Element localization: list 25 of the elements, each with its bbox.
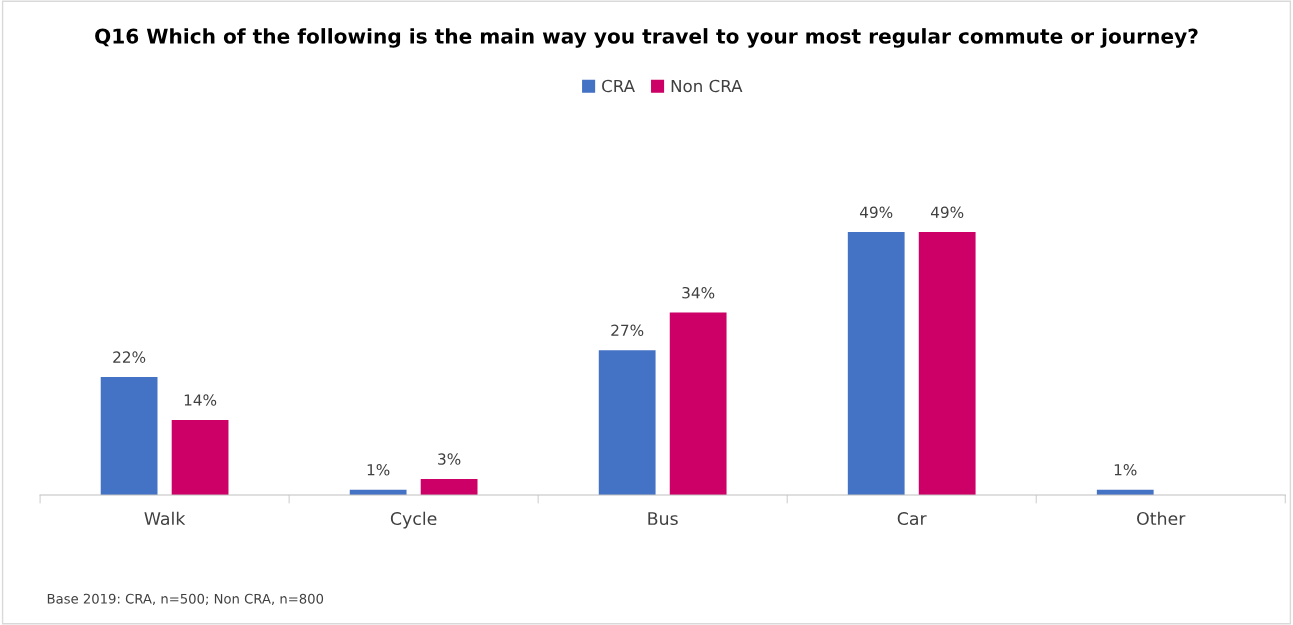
x-tick-label: Other [1137, 511, 1186, 526]
bar [918, 232, 976, 495]
bar [847, 232, 905, 495]
data-label: 27% [611, 324, 644, 337]
bar [100, 376, 158, 495]
data-label: 3% [438, 453, 461, 465]
x-tick-label: Car [897, 511, 927, 526]
data-label: 22% [113, 351, 146, 363]
data-label: 34% [682, 286, 715, 299]
bar [598, 350, 656, 495]
bar [420, 478, 478, 495]
legend-label: Non CRA [671, 79, 743, 93]
legend-label: CRA [602, 79, 635, 93]
x-tick-label: Cycle [390, 511, 437, 529]
data-label: 49% [930, 206, 964, 219]
chart-title: Q16 Which of the following is the main way you travel to your most regular commute or journey? [95, 28, 1198, 48]
x-tick-label: Walk [144, 511, 186, 526]
data-label: 49% [859, 206, 893, 219]
text: Base 2019: CRA, n=500; Non CRA, n=800 [47, 593, 324, 606]
bar [669, 312, 727, 495]
data-label: 1% [367, 464, 390, 476]
bar [171, 419, 229, 495]
data-label: 14% [184, 394, 217, 406]
data-label: 1% [1114, 464, 1137, 476]
x-tick-label: Bus [648, 512, 678, 526]
